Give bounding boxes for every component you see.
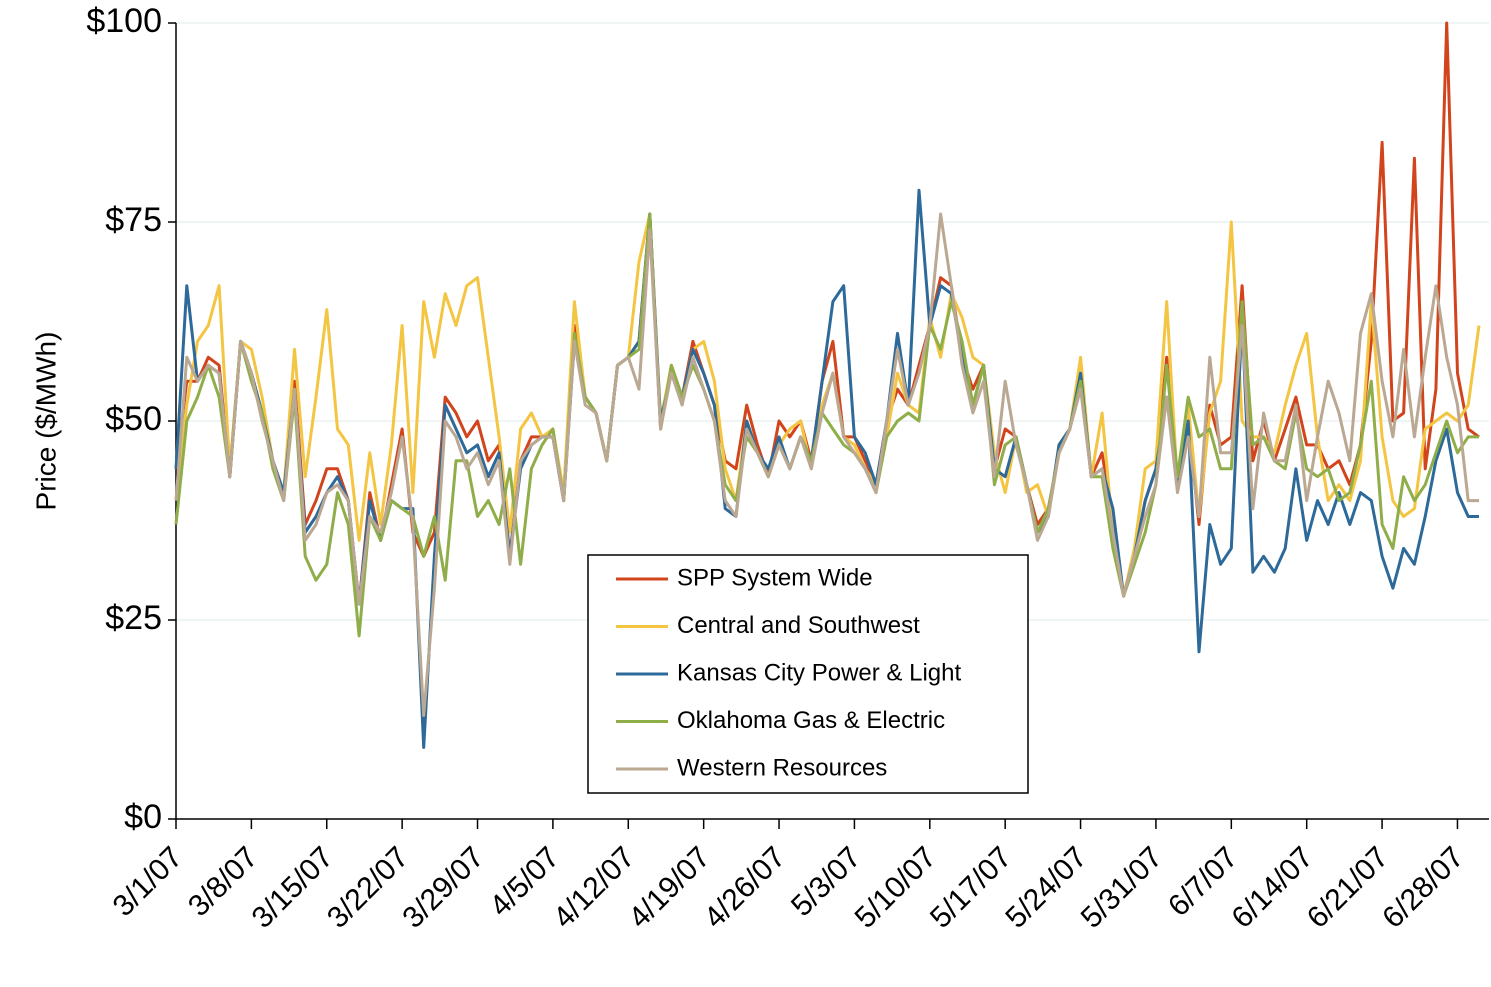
series-line [174,212,1479,717]
x-tick-label: 4/19/07 [622,841,716,935]
x-tick-label: 6/21/07 [1301,841,1395,935]
x-tick-label: 5/17/07 [924,841,1018,935]
y-axis-label: Price ($/MWh) [30,332,61,511]
legend-label: Central and Southwest [677,612,920,639]
legend: SPP System Wide Central and Southwest Kans… [587,554,1029,794]
legend-label: Western Resources [677,754,887,781]
x-tick-label: 3/15/07 [246,841,340,935]
x-tick-label: 5/10/07 [849,841,943,935]
x-tick-label: 4/12/07 [547,841,641,935]
x-tick-label: 3/1/07 [107,841,189,923]
x-tick-label: 3/29/07 [396,841,490,935]
x-tick-label: 6/14/07 [1226,841,1320,935]
y-tick-label: $50 [105,400,162,438]
x-tick-label: 5/24/07 [999,841,1093,935]
y-tick-label: $75 [105,201,162,239]
y-tick-label: $100 [86,2,162,40]
x-tick-label: 5/31/07 [1075,841,1169,935]
x-tick-label: 6/28/07 [1376,841,1470,935]
legend-label: SPP System Wide [677,564,873,591]
y-tick-label: $25 [105,599,162,637]
series-line [174,212,1481,598]
legend-label: Oklahoma Gas & Electric [677,707,945,734]
x-tick-label: 3/22/07 [321,841,415,935]
y-tick-label: $0 [124,798,162,836]
x-tick-label: 4/26/07 [698,841,792,935]
legend-label: Kansas City Power & Light [677,659,961,686]
